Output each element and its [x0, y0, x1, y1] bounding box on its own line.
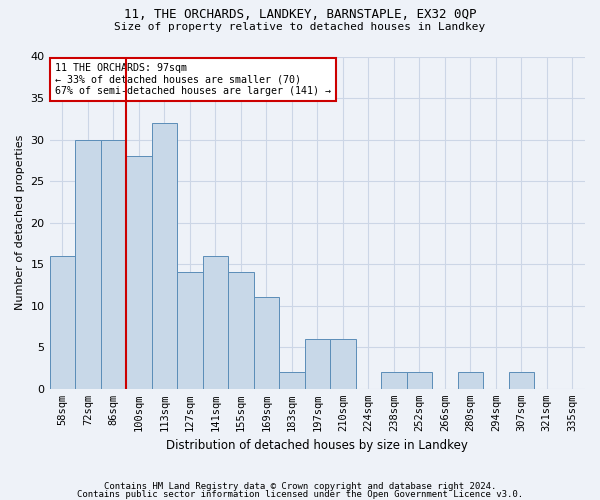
Bar — [228, 272, 254, 389]
X-axis label: Distribution of detached houses by size in Landkey: Distribution of detached houses by size … — [166, 440, 468, 452]
Bar — [75, 140, 101, 389]
Bar — [381, 372, 407, 389]
Bar — [407, 372, 432, 389]
Bar — [254, 298, 279, 389]
Bar — [50, 256, 75, 389]
Bar — [330, 339, 356, 389]
Bar — [177, 272, 203, 389]
Bar — [509, 372, 534, 389]
Bar — [126, 156, 152, 389]
Text: 11, THE ORCHARDS, LANDKEY, BARNSTAPLE, EX32 0QP: 11, THE ORCHARDS, LANDKEY, BARNSTAPLE, E… — [124, 8, 476, 20]
Bar — [152, 123, 177, 389]
Bar — [101, 140, 126, 389]
Bar — [203, 256, 228, 389]
Text: Contains HM Land Registry data © Crown copyright and database right 2024.: Contains HM Land Registry data © Crown c… — [104, 482, 496, 491]
Bar — [279, 372, 305, 389]
Y-axis label: Number of detached properties: Number of detached properties — [15, 135, 25, 310]
Text: 11 THE ORCHARDS: 97sqm
← 33% of detached houses are smaller (70)
67% of semi-det: 11 THE ORCHARDS: 97sqm ← 33% of detached… — [55, 63, 331, 96]
Bar — [305, 339, 330, 389]
Text: Contains public sector information licensed under the Open Government Licence v3: Contains public sector information licen… — [77, 490, 523, 499]
Text: Size of property relative to detached houses in Landkey: Size of property relative to detached ho… — [115, 22, 485, 32]
Bar — [458, 372, 483, 389]
